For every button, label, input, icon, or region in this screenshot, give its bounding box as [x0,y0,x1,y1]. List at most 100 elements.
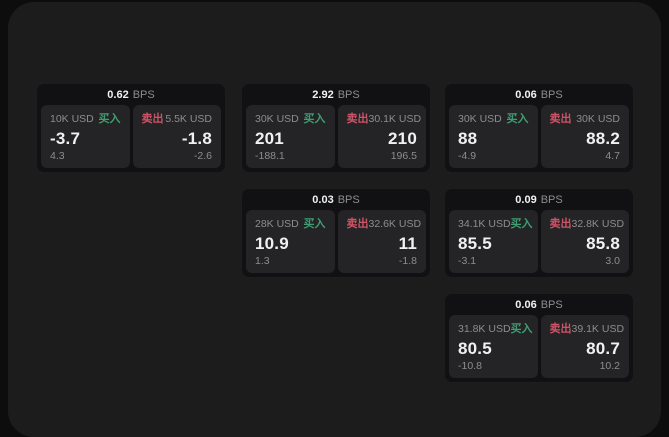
buy-size: 34.1K USD [458,218,511,230]
bps-unit-label: BPS [337,193,360,206]
quote-card-body: 10K USD 买入 -3.7 4.3 卖出 5.5K USD -1.8 -2.… [37,105,225,172]
quote-card-header: 0.06 BPS [445,294,633,315]
sell-size: 30K USD [576,113,620,125]
bps-unit-label: BPS [540,298,563,311]
sell-price: -1.8 [181,129,212,148]
buy-tile-top: 10K USD 买入 [50,113,121,125]
bps-value: 0.03 [312,193,334,206]
sell-tile[interactable]: 卖出 5.5K USD -1.8 -2.6 [132,105,221,168]
buy-delta: -4.9 [458,150,477,162]
buy-tile-top: 31.8K USD 买入 [458,323,533,335]
bps-value: 0.62 [107,88,129,101]
sell-tile[interactable]: 卖出 30.1K USD 210 196.5 [337,105,426,168]
sell-side-label: 卖出 [141,113,164,125]
quote-card-body: 30K USD 买入 88 -4.9 卖出 30K USD 88.2 4.7 [445,105,633,172]
buy-tile[interactable]: 30K USD 买入 201 -188.1 [246,105,335,168]
bps-unit-label: BPS [337,88,360,101]
bps-unit-label: BPS [540,88,563,101]
buy-price: 201 [255,129,284,148]
buy-size: 28K USD [255,218,299,230]
sell-tile[interactable]: 卖出 30K USD 88.2 4.7 [540,105,629,168]
sell-tile-top: 卖出 30K USD [550,113,621,125]
buy-size: 10K USD [50,113,94,125]
sell-price: 11 [398,234,417,253]
buy-size: 31.8K USD [458,323,511,335]
buy-price: -3.7 [50,129,81,148]
sell-price: 210 [388,129,417,148]
sell-tile-top: 卖出 32.8K USD [549,218,625,230]
buy-side-label: 买入 [510,323,533,335]
sell-delta: -2.6 [193,150,212,162]
quote-card: 0.06 BPS 30K USD 买入 88 -4.9 卖出 30K USD 8… [444,83,634,173]
buy-price: 10.9 [255,234,289,253]
sell-delta: 10.2 [599,360,620,372]
buy-side-label: 买入 [303,113,326,125]
buy-price: 88 [458,129,478,148]
sell-tile-top: 卖出 30.1K USD [346,113,422,125]
buy-size: 30K USD [255,113,299,125]
buy-size: 30K USD [458,113,502,125]
sell-side-label: 卖出 [549,113,572,125]
sell-price: 80.7 [586,339,620,358]
quote-card-body: 34.1K USD 买入 85.5 -3.1 卖出 32.8K USD 85.8… [445,210,633,277]
buy-side-label: 买入 [506,113,529,125]
sell-size: 32.6K USD [368,218,422,230]
buy-delta: -188.1 [255,150,285,162]
quote-card-body: 30K USD 买入 201 -188.1 卖出 30.1K USD 210 1… [242,105,430,172]
buy-delta: -10.8 [458,360,482,372]
sell-delta: 4.7 [605,150,620,162]
sell-tile-top: 卖出 5.5K USD [142,113,213,125]
sell-size: 32.8K USD [571,218,625,230]
bps-value: 0.06 [515,88,537,101]
quote-card: 0.03 BPS 28K USD 买入 10.9 1.3 卖出 32.6K US… [241,188,431,278]
sell-side-label: 卖出 [346,113,369,125]
buy-tile[interactable]: 34.1K USD 买入 85.5 -3.1 [449,210,538,273]
sell-tile[interactable]: 卖出 32.6K USD 11 -1.8 [337,210,426,273]
buy-tile-top: 30K USD 买入 [458,113,529,125]
bps-unit-label: BPS [132,88,155,101]
sell-side-label: 卖出 [549,218,572,230]
sell-size: 5.5K USD [165,113,212,125]
buy-delta: 4.3 [50,150,65,162]
buy-tile[interactable]: 28K USD 买入 10.9 1.3 [246,210,335,273]
quote-card-header: 0.03 BPS [242,189,430,210]
buy-side-label: 买入 [510,218,533,230]
quote-card: 0.06 BPS 31.8K USD 买入 80.5 -10.8 卖出 39.1… [444,293,634,383]
quote-card: 0.62 BPS 10K USD 买入 -3.7 4.3 卖出 5.5K USD… [36,83,226,173]
quote-card: 2.92 BPS 30K USD 买入 201 -188.1 卖出 30.1K … [241,83,431,173]
quote-card: 0.09 BPS 34.1K USD 买入 85.5 -3.1 卖出 32.8K… [444,188,634,278]
quote-card-header: 2.92 BPS [242,84,430,105]
sell-size: 30.1K USD [368,113,422,125]
quote-card-header: 0.06 BPS [445,84,633,105]
sell-tile-top: 卖出 39.1K USD [549,323,625,335]
sell-delta: 3.0 [605,255,620,267]
buy-tile[interactable]: 31.8K USD 买入 80.5 -10.8 [449,315,538,378]
sell-delta: -1.8 [398,255,417,267]
buy-tile-top: 34.1K USD 买入 [458,218,533,230]
buy-delta: 1.3 [255,255,270,267]
buy-tile[interactable]: 10K USD 买入 -3.7 4.3 [41,105,130,168]
quote-card-header: 0.62 BPS [37,84,225,105]
bps-value: 2.92 [312,88,334,101]
sell-side-label: 卖出 [346,218,369,230]
buy-price: 80.5 [458,339,492,358]
sell-price: 85.8 [586,234,620,253]
sell-tile[interactable]: 卖出 32.8K USD 85.8 3.0 [540,210,629,273]
bps-value: 0.09 [515,193,537,206]
quote-card-body: 28K USD 买入 10.9 1.3 卖出 32.6K USD 11 -1.8 [242,210,430,277]
sell-tile[interactable]: 卖出 39.1K USD 80.7 10.2 [540,315,629,378]
buy-tile[interactable]: 30K USD 买入 88 -4.9 [449,105,538,168]
buy-tile-top: 30K USD 买入 [255,113,326,125]
sell-side-label: 卖出 [549,323,572,335]
sell-price: 88.2 [586,129,620,148]
quote-card-body: 31.8K USD 买入 80.5 -10.8 卖出 39.1K USD 80.… [445,315,633,382]
buy-side-label: 买入 [303,218,326,230]
bps-unit-label: BPS [540,193,563,206]
buy-tile-top: 28K USD 买入 [255,218,326,230]
sell-tile-top: 卖出 32.6K USD [346,218,422,230]
sell-size: 39.1K USD [571,323,625,335]
quote-card-header: 0.09 BPS [445,189,633,210]
bps-value: 0.06 [515,298,537,311]
